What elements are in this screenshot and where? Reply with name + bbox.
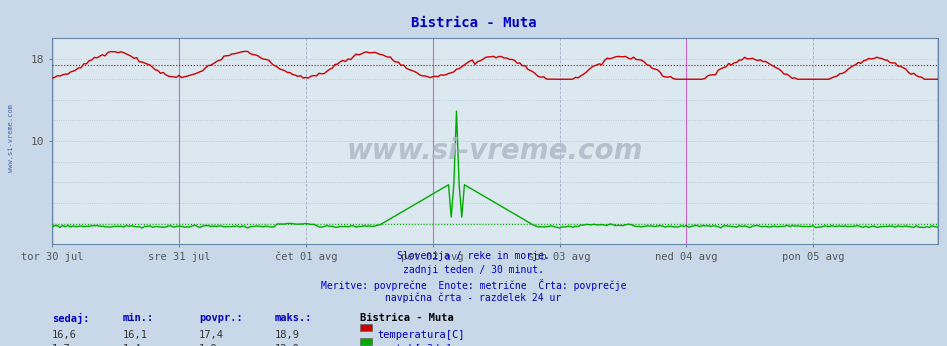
Text: 1,4: 1,4 [123,344,142,346]
Text: navpična črta - razdelek 24 ur: navpična črta - razdelek 24 ur [385,292,562,303]
Text: povpr.:: povpr.: [199,313,242,323]
Text: zadnji teden / 30 minut.: zadnji teden / 30 minut. [403,265,544,275]
Text: Slovenija / reke in morje.: Slovenija / reke in morje. [397,251,550,261]
Text: Bistrica - Muta: Bistrica - Muta [360,313,454,323]
Text: sedaj:: sedaj: [52,313,90,324]
Text: 1,9: 1,9 [199,344,218,346]
Text: Meritve: povprečne  Enote: metrične  Črta: povprečje: Meritve: povprečne Enote: metrične Črta:… [321,279,626,291]
Text: 16,1: 16,1 [123,330,148,340]
Text: www.si-vreme.com: www.si-vreme.com [347,137,643,165]
Text: pretok[m3/s]: pretok[m3/s] [377,344,452,346]
Text: Bistrica - Muta: Bistrica - Muta [411,16,536,29]
Text: 12,9: 12,9 [275,344,299,346]
Text: 16,6: 16,6 [52,330,77,340]
Text: 1,7: 1,7 [52,344,71,346]
Text: www.si-vreme.com: www.si-vreme.com [8,104,13,172]
Text: min.:: min.: [123,313,154,323]
Text: maks.:: maks.: [275,313,313,323]
Text: 18,9: 18,9 [275,330,299,340]
Text: temperatura[C]: temperatura[C] [377,330,464,340]
Text: 17,4: 17,4 [199,330,223,340]
